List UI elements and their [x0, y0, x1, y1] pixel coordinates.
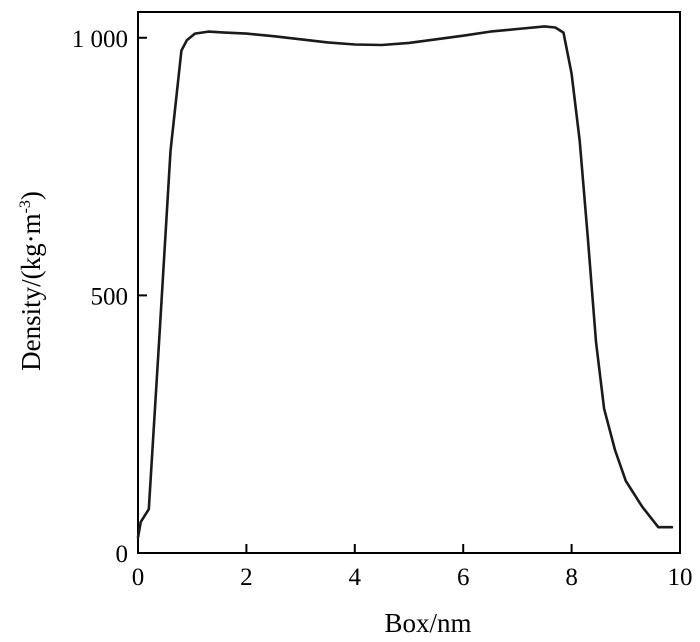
- x-tick-label: 0: [132, 564, 145, 591]
- y-tick-label: 500: [91, 283, 129, 310]
- y-axis-ticks: 0 500 1 000: [72, 26, 147, 568]
- x-tick-label: 2: [240, 564, 253, 591]
- plot-frame: [137, 11, 681, 554]
- y-tick-label: 0: [116, 541, 129, 568]
- x-tick-label: 4: [349, 564, 362, 591]
- y-axis-title: Density/(kg·m-3): [16, 191, 46, 371]
- x-tick-label: 8: [565, 564, 578, 591]
- y-axis-title-end: ): [16, 191, 46, 200]
- y-axis-title-main: Density/(kg·m: [16, 213, 46, 370]
- y-axis-title-superscript: -3: [17, 200, 34, 213]
- y-tick-label: 1 000: [72, 26, 128, 53]
- x-tick-label: 6: [457, 564, 470, 591]
- density-line: [136, 25, 674, 539]
- x-axis-ticks: 0 2 4 6 8 10: [132, 544, 693, 591]
- x-tick-label: 10: [668, 564, 693, 591]
- x-axis-title: Box/nm: [384, 608, 471, 638]
